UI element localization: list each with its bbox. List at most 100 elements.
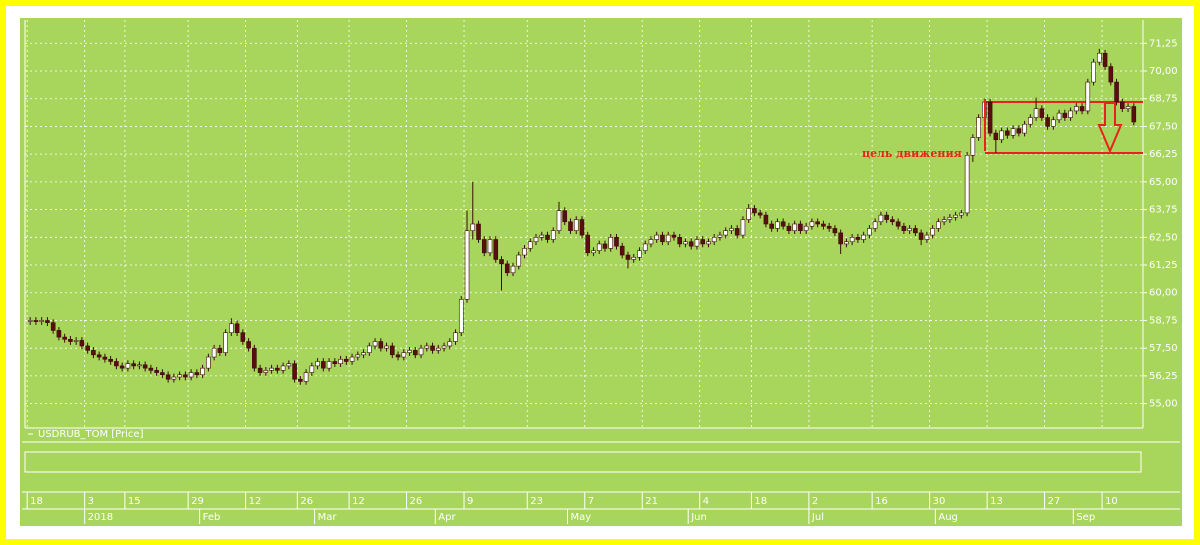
candle-body: [1085, 81, 1091, 112]
x-tick-label: 12: [352, 496, 365, 507]
candle-body: [1039, 108, 1045, 118]
candle-body: [252, 347, 257, 369]
candle-body: [901, 225, 907, 231]
x-tick-label: 29: [191, 496, 204, 507]
candle-body: [539, 234, 545, 238]
candle-body: [947, 217, 953, 220]
series-label: USDRUB_TOM [Price]: [38, 429, 144, 440]
candle-body: [648, 239, 654, 245]
candle-body: [441, 345, 447, 349]
candle-body: [246, 341, 251, 349]
candle-body: [275, 367, 280, 371]
x-tick-label: 9: [467, 496, 473, 507]
candle-body: [936, 221, 941, 229]
candle-body: [171, 376, 177, 380]
candle-body: [390, 345, 395, 356]
y-tick-label: 68,75: [1149, 94, 1178, 105]
candle-body: [131, 363, 136, 367]
candle-body: [39, 320, 44, 322]
candle-body: [993, 132, 999, 141]
x-tick-label: 3: [88, 496, 94, 507]
candle-body: [326, 361, 332, 369]
x-tick-label: 23: [530, 496, 543, 507]
candle-body: [941, 219, 947, 223]
candle-body: [970, 137, 976, 156]
candle-body: [206, 356, 211, 369]
panel: [20, 18, 1182, 526]
candle-body: [918, 232, 924, 240]
candle-body: [91, 350, 96, 356]
candle-body: [579, 219, 585, 236]
x-tick-label: 21: [645, 496, 658, 507]
month-label: Apr: [438, 512, 456, 523]
candle-body: [1125, 106, 1131, 109]
candle-body: [476, 223, 481, 240]
candle-body: [913, 228, 918, 234]
candle-body: [654, 234, 660, 240]
candle-body: [361, 352, 366, 356]
candle-body: [338, 358, 343, 364]
candle-body: [286, 363, 292, 367]
candle-body: [596, 243, 602, 251]
candle-body: [1079, 106, 1085, 112]
candle-body: [114, 361, 119, 367]
candle-body: [309, 365, 315, 373]
candle-body: [1108, 66, 1114, 83]
candle-body: [183, 374, 188, 378]
candle-body: [298, 378, 303, 382]
candle-body: [453, 332, 458, 342]
candle-body: [240, 332, 246, 342]
candle-body: [717, 234, 723, 238]
candle-body: [303, 372, 309, 382]
x-tick-label: 30: [933, 496, 946, 507]
annotation-text: цель движения: [862, 147, 962, 160]
candle-body: [562, 210, 568, 223]
month-label: Sep: [1076, 512, 1095, 523]
x-tick-label: 18: [30, 496, 43, 507]
candle-body: [1028, 117, 1033, 125]
y-tick-label: 60,00: [1149, 288, 1178, 299]
y-tick-label: 71,25: [1149, 38, 1178, 49]
candle-body: [1131, 106, 1137, 123]
candle-body: [102, 356, 108, 360]
y-tick-label: 57,50: [1149, 343, 1178, 354]
candle-body: [504, 263, 510, 274]
candle-body: [435, 347, 441, 351]
candle-body: [269, 367, 274, 371]
month-label: Mar: [318, 512, 338, 523]
month-label: Feb: [203, 512, 221, 523]
candle-body: [573, 219, 579, 231]
candle-body: [924, 234, 930, 240]
candle-body: [602, 243, 608, 249]
candle-body: [775, 221, 780, 229]
x-tick-label: 18: [754, 496, 767, 507]
candle-body: [464, 230, 470, 300]
candle-body: [321, 361, 326, 369]
candle-body: [832, 228, 838, 234]
month-label: 2018: [88, 512, 113, 523]
candle-body: [729, 228, 734, 231]
candle-body: [407, 350, 412, 353]
candle-body: [1056, 112, 1062, 121]
candle-body: [798, 223, 803, 231]
candle-body: [631, 256, 637, 260]
candle-body: [45, 320, 50, 323]
x-tick-label: 26: [410, 496, 423, 507]
candle-body: [280, 365, 286, 371]
candle-body: [148, 367, 154, 371]
candle-body: [493, 239, 499, 260]
candle-body: [96, 354, 102, 358]
candle-body: [740, 219, 746, 236]
candle-body: [809, 221, 815, 227]
candle-body: [976, 117, 981, 138]
candle-body: [608, 237, 614, 249]
candle-body: [665, 234, 671, 243]
month-label: May: [570, 512, 591, 523]
candle-body: [1120, 101, 1125, 109]
candle-body: [499, 259, 504, 265]
candle-body: [752, 208, 757, 214]
candle-body: [1074, 106, 1079, 112]
x-tick-label: 16: [875, 496, 888, 507]
candle-body: [677, 237, 683, 245]
